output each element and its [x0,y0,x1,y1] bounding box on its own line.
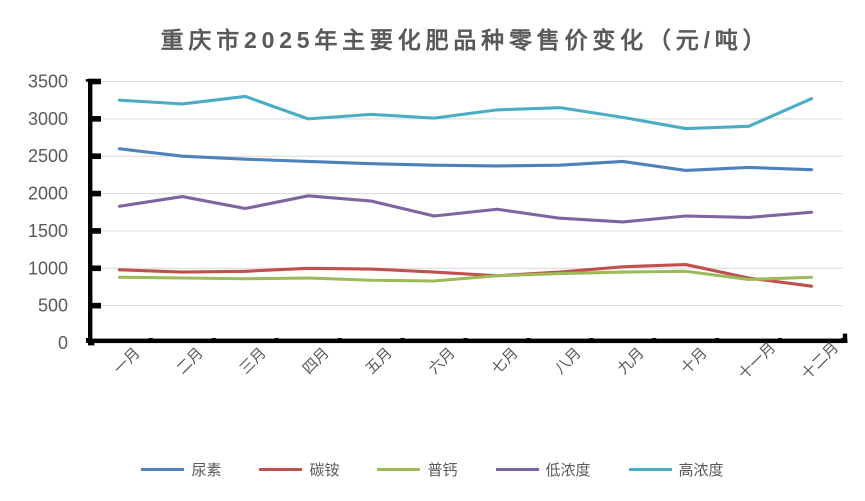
svg-text:2000: 2000 [28,184,68,204]
svg-text:3000: 3000 [28,109,68,129]
svg-text:1000: 1000 [28,258,68,278]
svg-text:500: 500 [38,296,68,316]
svg-text:2500: 2500 [28,146,68,166]
svg-text:3500: 3500 [28,72,68,92]
svg-text:1500: 1500 [28,221,68,241]
svg-text:0: 0 [58,333,68,353]
